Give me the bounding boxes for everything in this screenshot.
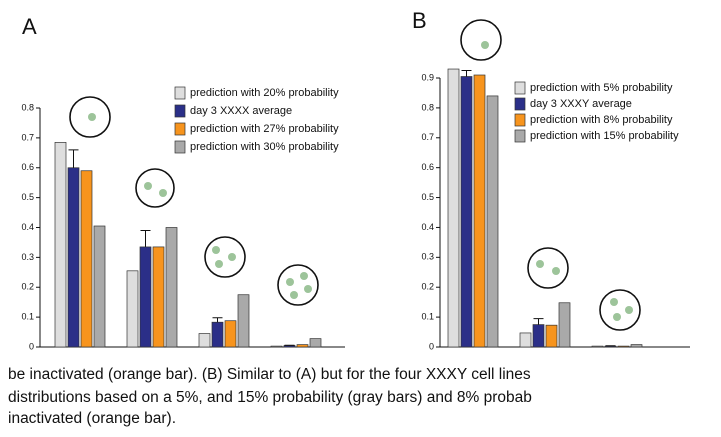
legend-label: prediction with 5% probability xyxy=(530,82,673,94)
bar xyxy=(473,74,486,348)
bar xyxy=(270,345,283,348)
y-tick-label: 0.6 xyxy=(421,162,434,172)
caption-line: inactivated (orange bar). xyxy=(8,410,176,427)
bar xyxy=(309,338,322,348)
bar xyxy=(460,76,473,348)
legend-swatch xyxy=(174,140,186,154)
error-bar xyxy=(212,317,223,323)
bar xyxy=(93,225,106,348)
error-bar xyxy=(461,70,472,77)
bar xyxy=(165,227,178,348)
legend-swatch xyxy=(514,97,526,111)
caption-line: distributions based on a 5%, and 15% pro… xyxy=(8,389,532,406)
bar xyxy=(80,170,93,348)
error-bar xyxy=(68,149,79,168)
panel-label: B xyxy=(412,8,427,33)
error-bar xyxy=(533,318,544,325)
cell-icons xyxy=(69,19,641,331)
bar xyxy=(237,294,250,348)
y-tick-label: 0.8 xyxy=(421,102,434,112)
legend-swatch xyxy=(514,129,526,143)
legend-swatch xyxy=(174,86,186,100)
bar xyxy=(558,302,571,348)
bar xyxy=(224,320,237,348)
bar xyxy=(630,344,643,348)
y-tick-label: 0.5 xyxy=(21,192,34,202)
bar xyxy=(126,270,139,348)
bar xyxy=(591,345,604,348)
bar xyxy=(211,321,224,348)
y-tick-label: 0.3 xyxy=(421,252,434,262)
y-tick-label: 0 xyxy=(429,341,434,351)
legend-label: prediction with 15% probability xyxy=(530,130,679,142)
legend-swatch xyxy=(174,122,186,136)
y-tick-label: 0.5 xyxy=(421,192,434,202)
legend-label: prediction with 27% probability xyxy=(190,123,339,135)
legend-label: day 3 XXXY average xyxy=(530,98,632,110)
legend-label: prediction with 8% probability xyxy=(530,114,673,126)
bar xyxy=(54,142,67,348)
bar xyxy=(447,68,460,348)
y-tick-label: 0.7 xyxy=(21,132,34,142)
legend-label: prediction with 20% probability xyxy=(190,87,339,99)
y-tick-label: 0.4 xyxy=(421,222,434,232)
bar xyxy=(617,345,630,348)
y-tick-label: 0.2 xyxy=(421,282,434,292)
y-tick-label: 0.7 xyxy=(421,132,434,142)
legend-label: day 3 XXXX average xyxy=(190,105,292,117)
y-tick-label: 0.9 xyxy=(421,72,434,82)
legend-swatch xyxy=(514,113,526,127)
legend-swatch xyxy=(174,104,186,118)
bar xyxy=(152,246,165,348)
y-tick-label: 0.2 xyxy=(21,282,34,292)
cell-dots xyxy=(88,41,633,321)
y-tick-label: 0.6 xyxy=(21,162,34,172)
bar xyxy=(545,324,558,348)
legend-swatch xyxy=(514,81,526,95)
y-tick-label: 0.4 xyxy=(21,222,34,232)
y-tick-label: 0 xyxy=(29,341,34,351)
panel-label: A xyxy=(22,14,37,39)
y-tick-label: 0.8 xyxy=(21,102,34,112)
legend-label: prediction with 30% probability xyxy=(190,141,339,153)
bar xyxy=(139,246,152,348)
y-tick-label: 0.1 xyxy=(21,312,34,322)
bar xyxy=(532,324,545,348)
bar xyxy=(283,345,296,348)
bar xyxy=(198,333,211,348)
error-bar xyxy=(140,229,151,247)
bar xyxy=(67,167,80,348)
caption-line: be inactivated (orange bar). (B) Similar… xyxy=(8,366,531,383)
bar xyxy=(296,344,309,348)
bar xyxy=(519,332,532,348)
bar xyxy=(486,95,499,348)
y-tick-label: 0.3 xyxy=(21,252,34,262)
y-tick-label: 0.1 xyxy=(421,311,434,321)
